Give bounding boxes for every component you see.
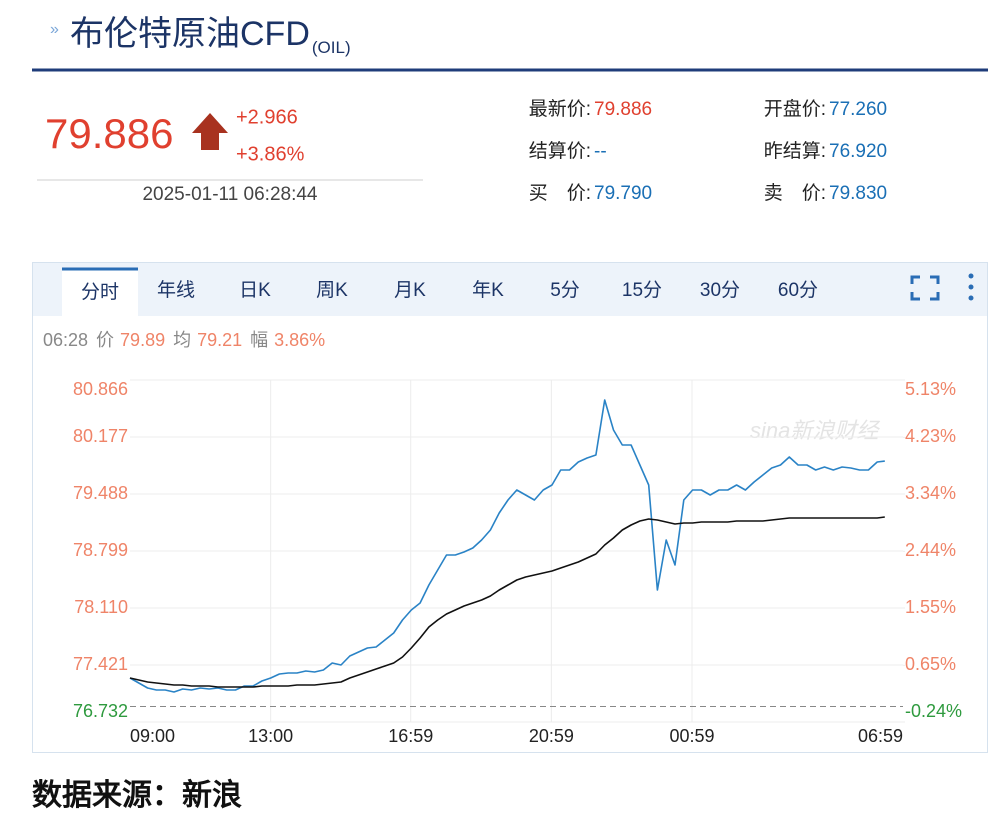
field-value: 79.790 (594, 183, 652, 204)
change-pct: +3.86% (236, 143, 305, 165)
active-tab (62, 268, 138, 316)
tab[interactable]: 月K (394, 280, 426, 301)
y-tick-label: 78.799 (73, 540, 128, 560)
y2-tick-label: 1.55% (905, 597, 956, 617)
info-price-label: 价 (96, 330, 114, 350)
y-tick-label: 76.732 (73, 701, 128, 721)
watermark: sina新浪财经 (750, 418, 880, 443)
x-tick-label: 20:59 (529, 726, 574, 746)
field-value: 79.830 (829, 183, 887, 204)
series-line (129, 516, 885, 688)
field-label: 结算价: (529, 140, 591, 162)
tab[interactable]: 5分 (550, 279, 580, 301)
x-tick-label: 13:00 (248, 726, 293, 746)
info-amp-label: 幅 (250, 330, 268, 350)
field-value: -- (594, 141, 607, 162)
y2-tick-label: 4.23% (905, 426, 956, 446)
up-arrow (192, 113, 228, 150)
field-label: 最新价: (529, 98, 591, 120)
field-label: 买 价: (529, 183, 591, 204)
series-line (129, 399, 885, 693)
field-label: 昨结算: (764, 140, 826, 162)
title-text: 布伦特原油CFD (70, 15, 310, 53)
y2-tick-label: 5.13% (905, 379, 956, 399)
field-label: 卖 价: (764, 182, 826, 204)
y-tick-label: 79.488 (73, 483, 128, 503)
x-tick-label: 00:59 (669, 726, 714, 746)
tab[interactable]: 60分 (778, 279, 818, 301)
x-tick-label: 16:59 (388, 726, 433, 746)
x-tick-label: 06:59 (858, 726, 903, 746)
y2-tick-label: -0.24% (905, 701, 962, 721)
title-icon: » (50, 21, 59, 38)
field-value: 79.886 (594, 99, 652, 120)
tab[interactable]: 15分 (622, 279, 662, 301)
chart-panel (32, 262, 988, 753)
footer: 数据来源：新浪 (32, 778, 242, 812)
tab[interactable]: 日K (239, 280, 271, 301)
info-amp: 3.86% (274, 330, 325, 350)
menu-icon[interactable] (968, 273, 974, 301)
tab[interactable]: 30分 (700, 279, 740, 301)
x-tick-label: 09:00 (130, 726, 175, 746)
title: 布伦特原油CFD (OIL) (70, 15, 351, 58)
y-tick-label: 77.421 (73, 654, 128, 674)
code: (OIL) (312, 38, 351, 57)
field-label: 开盘价: (764, 98, 826, 120)
field-value: 76.920 (829, 141, 887, 162)
y2-tick-label: 0.65% (905, 654, 956, 674)
y2-tick-label: 2.44% (905, 540, 956, 560)
info-price: 79.89 (120, 330, 165, 350)
tab[interactable]: 周K (316, 280, 348, 301)
info-avg: 79.21 (197, 330, 242, 350)
y-tick-label: 80.866 (73, 379, 128, 399)
info-avg-label: 均 (173, 330, 191, 350)
y-tick-label: 80.177 (73, 426, 128, 446)
tab[interactable]: 年线 (157, 279, 195, 301)
tab[interactable]: 年K (472, 279, 504, 301)
y2-tick-label: 3.34% (905, 483, 956, 503)
fullscreen-icon[interactable] (910, 275, 940, 301)
price: 79.886 (45, 110, 173, 157)
tab-bar (33, 263, 987, 316)
change: +2.966 (236, 106, 298, 128)
field-value: 77.260 (829, 99, 887, 120)
info-time: 06:28 (43, 330, 88, 350)
quote-time: 2025-01-11 06:28:44 (142, 184, 317, 205)
y-tick-label: 78.110 (74, 597, 128, 617)
info-line: 06:28 价 79.89 均 79.21 幅 3.86% (43, 330, 325, 350)
tab[interactable]: 分时 (81, 281, 119, 303)
